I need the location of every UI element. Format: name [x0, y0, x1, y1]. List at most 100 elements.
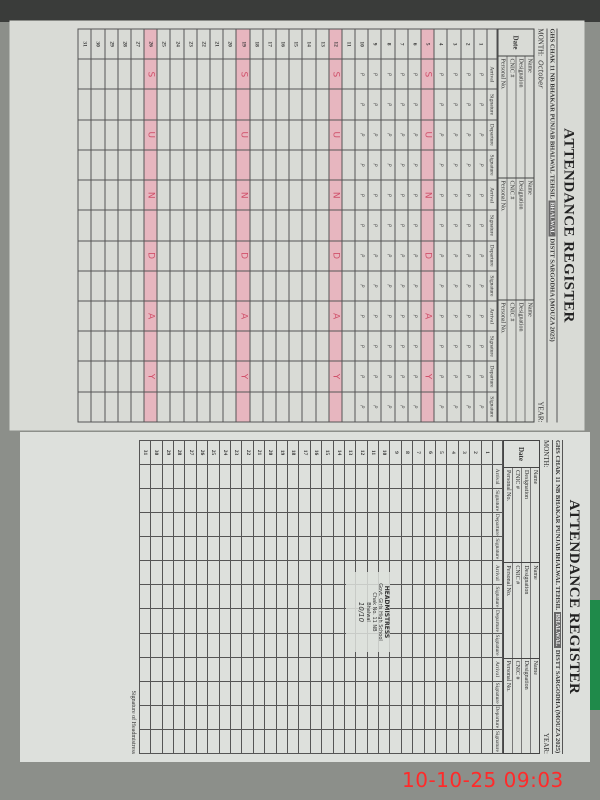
attendance-cell[interactable] [117, 119, 131, 150]
attendance-cell[interactable] [150, 488, 163, 513]
attendance-cell[interactable] [230, 584, 242, 609]
attendance-cell[interactable] [367, 729, 379, 754]
attendance-cell[interactable] [481, 560, 493, 585]
attendance-cell[interactable] [344, 512, 356, 537]
attendance-cell[interactable] [276, 464, 288, 489]
attendance-cell[interactable] [341, 210, 356, 241]
attendance-cell[interactable] [287, 512, 299, 537]
attendance-cell[interactable] [469, 681, 482, 706]
attendance-cell[interactable] [104, 391, 118, 422]
attendance-cell[interactable] [157, 391, 171, 422]
attendance-cell[interactable]: P [368, 361, 382, 392]
attendance-cell[interactable]: P [407, 180, 422, 211]
attendance-cell[interactable] [184, 584, 197, 609]
attendance-cell[interactable] [333, 512, 345, 537]
attendance-cell[interactable] [253, 560, 265, 585]
attendance-cell[interactable] [196, 149, 211, 181]
attendance-cell[interactable] [276, 89, 290, 120]
attendance-cell[interactable] [130, 89, 145, 120]
attendance-cell[interactable] [230, 488, 242, 513]
attendance-cell[interactable] [264, 560, 277, 585]
attendance-cell[interactable] [170, 119, 184, 150]
attendance-cell[interactable]: P [355, 149, 369, 181]
attendance-cell[interactable] [302, 331, 316, 362]
attendance-cell[interactable] [117, 59, 131, 90]
attendance-cell[interactable] [469, 536, 482, 561]
attendance-cell[interactable] [157, 59, 171, 90]
attendance-cell[interactable] [184, 536, 197, 561]
attendance-cell[interactable] [117, 361, 131, 392]
attendance-cell[interactable] [276, 270, 290, 301]
attendance-cell[interactable] [321, 657, 334, 682]
attendance-cell[interactable] [289, 180, 303, 211]
attendance-cell[interactable] [184, 488, 197, 513]
attendance-cell[interactable] [249, 391, 263, 422]
attendance-cell[interactable] [401, 705, 413, 730]
attendance-cell[interactable]: P [355, 119, 369, 150]
attendance-cell[interactable] [315, 149, 329, 181]
attendance-cell[interactable] [130, 331, 145, 362]
attendance-cell[interactable] [104, 300, 118, 332]
attendance-cell[interactable] [117, 180, 131, 211]
attendance-cell[interactable] [367, 488, 379, 513]
attendance-cell[interactable] [139, 536, 151, 561]
attendance-cell[interactable] [162, 584, 174, 609]
attendance-cell[interactable]: P [368, 270, 382, 301]
attendance-cell[interactable] [253, 512, 265, 537]
attendance-cell[interactable] [355, 729, 368, 754]
attendance-cell[interactable] [424, 464, 436, 489]
attendance-cell[interactable]: P [473, 180, 487, 211]
attendance-cell[interactable] [210, 391, 224, 422]
attendance-cell[interactable] [458, 464, 470, 489]
attendance-cell[interactable] [341, 300, 356, 332]
attendance-cell[interactable] [162, 512, 174, 537]
attendance-cell[interactable]: P [473, 361, 487, 392]
attendance-cell[interactable] [287, 464, 299, 489]
attendance-cell[interactable] [401, 488, 413, 513]
attendance-cell[interactable] [219, 729, 231, 754]
attendance-cell[interactable] [196, 560, 208, 585]
attendance-cell[interactable] [367, 536, 379, 561]
attendance-cell[interactable] [321, 560, 334, 585]
attendance-cell[interactable] [210, 300, 224, 332]
attendance-cell[interactable] [412, 488, 425, 513]
attendance-cell[interactable]: P [447, 59, 461, 90]
attendance-cell[interactable] [173, 512, 185, 537]
attendance-cell[interactable]: P [447, 210, 461, 241]
attendance-cell[interactable] [207, 657, 220, 682]
attendance-cell[interactable] [458, 488, 470, 513]
attendance-cell[interactable] [170, 300, 184, 332]
attendance-cell[interactable] [469, 512, 482, 537]
attendance-cell[interactable] [315, 331, 329, 362]
attendance-cell[interactable] [276, 536, 288, 561]
attendance-cell[interactable] [210, 89, 224, 120]
attendance-cell[interactable] [162, 464, 174, 489]
attendance-cell[interactable] [230, 608, 242, 633]
attendance-cell[interactable] [458, 560, 470, 585]
attendance-cell[interactable] [117, 391, 131, 422]
attendance-cell[interactable] [446, 512, 459, 537]
attendance-cell[interactable] [170, 59, 184, 90]
attendance-cell[interactable] [253, 657, 265, 682]
attendance-cell[interactable]: P [473, 59, 487, 90]
attendance-cell[interactable] [302, 210, 316, 241]
attendance-cell[interactable] [184, 657, 197, 682]
attendance-cell[interactable] [183, 149, 197, 181]
attendance-cell[interactable] [412, 705, 425, 730]
attendance-cell[interactable]: P [473, 391, 487, 422]
attendance-cell[interactable] [150, 608, 163, 633]
attendance-cell[interactable] [276, 681, 288, 706]
attendance-cell[interactable] [401, 608, 413, 633]
attendance-cell[interactable] [458, 705, 470, 730]
attendance-cell[interactable] [298, 608, 311, 633]
attendance-cell[interactable] [230, 729, 242, 754]
attendance-cell[interactable] [210, 361, 224, 392]
attendance-cell[interactable] [355, 512, 368, 537]
attendance-cell[interactable] [241, 464, 254, 489]
attendance-cell[interactable] [150, 464, 163, 489]
attendance-cell[interactable] [298, 488, 311, 513]
attendance-cell[interactable] [276, 584, 288, 609]
attendance-cell[interactable] [298, 536, 311, 561]
attendance-cell[interactable] [298, 729, 311, 754]
attendance-cell[interactable] [287, 560, 299, 585]
